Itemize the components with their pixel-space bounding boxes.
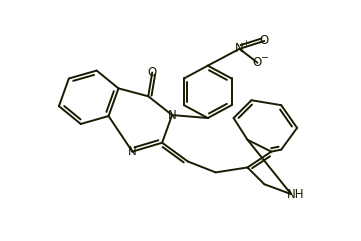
Text: −: −: [261, 53, 269, 63]
Text: +: +: [242, 39, 249, 48]
Text: O: O: [148, 66, 157, 79]
Text: N: N: [128, 145, 137, 158]
Text: NH: NH: [287, 188, 305, 201]
Text: O: O: [253, 56, 262, 69]
Text: O: O: [260, 34, 269, 47]
Text: N: N: [235, 42, 244, 55]
Text: N: N: [168, 108, 177, 121]
